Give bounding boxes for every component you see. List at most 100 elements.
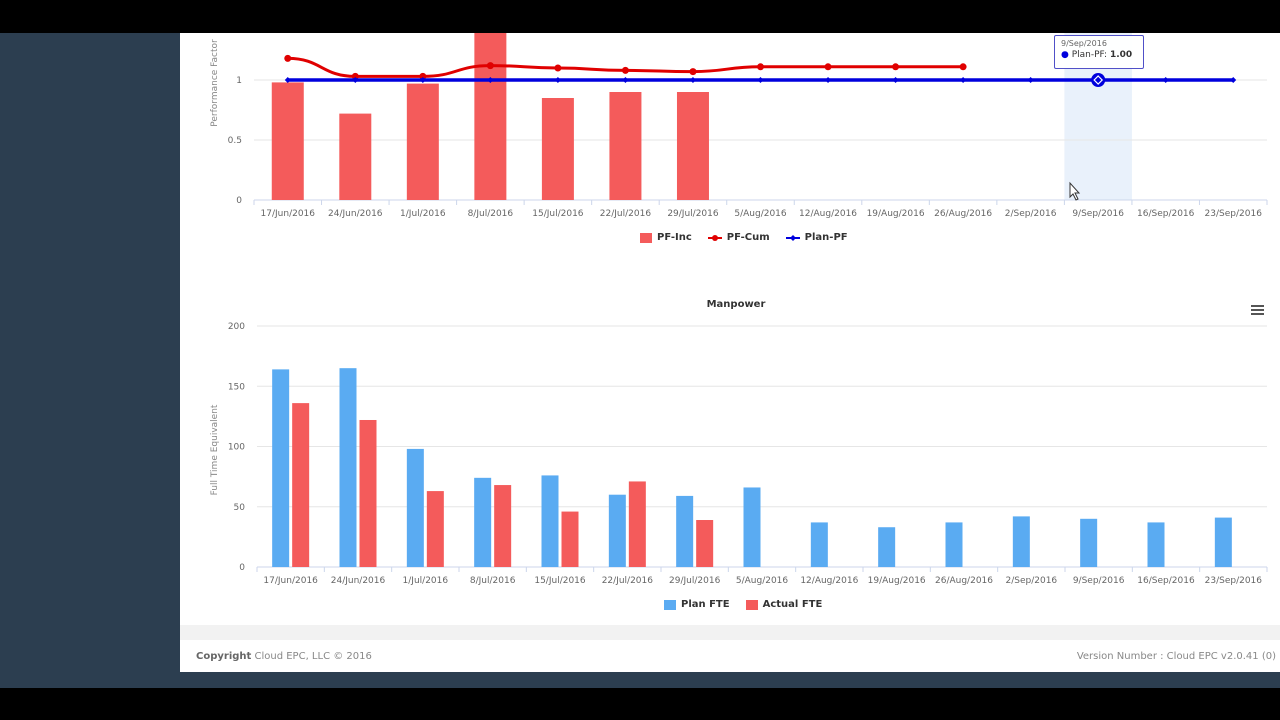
legend-swatch: [745, 599, 758, 610]
x-tick-label: 1/Jul/2016: [400, 209, 446, 219]
x-tick-label: 24/Jun/2016: [328, 209, 383, 219]
x-tick-label: 29/Jul/2016: [669, 576, 721, 586]
x-tick-label: 22/Jul/2016: [602, 576, 654, 586]
plan-fte-bar: [1214, 517, 1232, 567]
legend-label: Plan-PF: [804, 232, 848, 243]
legend-line-marker-icon: [707, 234, 722, 241]
x-tick-label: 24/Jun/2016: [331, 576, 386, 586]
version-number: Version Number : Cloud EPC v2.0.41 (0): [1076, 651, 1276, 662]
copyright-label: Copyright: [196, 651, 252, 662]
plan-pf-point: [487, 77, 494, 83]
x-tick-label: 15/Jul/2016: [534, 576, 586, 586]
legend-plan-pf[interactable]: Plan-PF: [785, 232, 848, 243]
actual-fte-bar: [628, 481, 646, 567]
plan-fte-bar: [339, 368, 357, 567]
plan-fte-bar: [541, 475, 559, 567]
legend-pf-cum[interactable]: PF-Cum: [707, 232, 770, 243]
pf-cum-point: [419, 72, 427, 80]
pf-cum-point: [689, 68, 697, 76]
plan-fte-bar: [1012, 516, 1030, 567]
plan-fte-bar: [1147, 522, 1165, 567]
mouse-cursor-icon: [1069, 181, 1081, 201]
legend-plan-fte[interactable]: Plan FTE: [664, 599, 730, 610]
plan-pf-point: [689, 77, 696, 83]
y-axis-title: Full Time Equivalent: [210, 404, 220, 495]
plan-pf-point-hover: [1091, 73, 1106, 87]
y-tick-label: 200: [228, 322, 245, 332]
x-tick-label: 26/Aug/2016: [934, 209, 992, 219]
chart-menu-hamburger-icon[interactable]: [1251, 305, 1264, 316]
x-tick-label: 23/Sep/2016: [1205, 209, 1263, 219]
x-tick-label: 12/Aug/2016: [800, 576, 858, 586]
copyright-text: Cloud EPC, LLC © 2016: [254, 651, 372, 662]
y-tick-label: 0.5: [228, 136, 242, 146]
plan-pf-point: [284, 77, 291, 83]
x-tick-label: 1/Jul/2016: [403, 576, 449, 586]
actual-fte-bar: [561, 511, 579, 567]
y-tick-label: 1: [236, 76, 242, 86]
legend-actual-fte[interactable]: Actual FTE: [745, 599, 822, 610]
manpower-chart: 0 50 100 150 200 17/Jun/2016 24/Jun/2016 1/Jul/…: [210, 322, 1268, 586]
pf-legend: PF-Inc PF-Cum Plan-PF: [640, 232, 848, 243]
x-tick-label: 29/Jul/2016: [667, 209, 719, 219]
plan-fte-bar: [810, 522, 828, 567]
plan-pf-point: [1162, 77, 1169, 83]
legend-label: Plan FTE: [681, 599, 730, 610]
plan-fte-bar: [474, 477, 492, 567]
plan-pf-point: [1230, 77, 1237, 83]
x-tick-label: 23/Sep/2016: [1205, 576, 1263, 586]
sidebar: [0, 33, 180, 688]
actual-fte-bar: [494, 485, 512, 567]
x-tick-label: 8/Jul/2016: [468, 209, 514, 219]
legend-pf-inc[interactable]: PF-Inc: [640, 232, 692, 243]
pf-cum-point: [621, 66, 629, 74]
pf-cum-point: [959, 63, 967, 71]
legend-swatch: [640, 232, 652, 243]
plan-fte-bar: [743, 487, 761, 567]
x-tick-label: 22/Jul/2016: [600, 209, 652, 219]
legend-line-marker-icon: [785, 234, 800, 241]
tooltip-date: 9/Sep/2016: [1061, 39, 1107, 48]
x-tick-label: 5/Aug/2016: [734, 209, 787, 219]
y-tick-label: 0: [236, 196, 242, 206]
pf-inc-bar: [271, 82, 304, 200]
plan-pf-point: [825, 77, 832, 83]
x-tick-label: 8/Jul/2016: [470, 576, 516, 586]
chart-tooltip: 9/Sep/2016 ● Plan-PF: 1.00: [1054, 35, 1144, 69]
plan-pf-point: [1027, 77, 1034, 83]
y-axis-title: Performance Factor: [210, 39, 220, 127]
plan-pf-point: [554, 77, 561, 83]
pf-inc-bar: [474, 33, 507, 200]
plan-fte-bar: [945, 522, 963, 567]
x-tick-label: 17/Jun/2016: [261, 209, 316, 219]
x-tick-label: 5/Aug/2016: [736, 576, 789, 586]
legend-swatch: [664, 599, 676, 610]
actual-fte-bar: [696, 520, 714, 567]
x-tick-label: 17/Jun/2016: [263, 576, 318, 586]
pf-inc-bar: [676, 92, 709, 200]
actual-fte-bar: [292, 403, 310, 567]
x-tick-label: 2/Sep/2016: [1005, 209, 1057, 219]
plan-fte-bar: [272, 369, 290, 567]
y-tick-label: 0: [239, 563, 245, 573]
actual-fte-bar: [359, 419, 377, 567]
plan-pf-point: [622, 77, 629, 83]
pf-cum-point: [554, 64, 562, 72]
x-tick-label: 12/Aug/2016: [799, 209, 857, 219]
plan-pf-point: [960, 77, 967, 83]
pf-cum-point: [757, 63, 764, 71]
tooltip-value: 1.00: [1109, 50, 1133, 60]
plan-pf-point: [892, 77, 899, 83]
plan-fte-bar: [406, 448, 424, 567]
y-tick-label: 100: [228, 443, 245, 453]
x-tick-label: 19/Aug/2016: [867, 209, 925, 219]
pf-cum-point: [486, 62, 494, 70]
x-tick-label: 9/Sep/2016: [1072, 209, 1124, 219]
y-tick-label: 50: [234, 503, 246, 513]
actual-fte-bar: [426, 491, 444, 567]
x-tick-label: 16/Sep/2016: [1137, 576, 1195, 586]
manpower-chart-title: Manpower: [706, 299, 766, 310]
legend-label: PF-Inc: [657, 232, 692, 243]
pf-cum-point: [284, 54, 292, 62]
pf-inc-bar: [339, 113, 372, 200]
